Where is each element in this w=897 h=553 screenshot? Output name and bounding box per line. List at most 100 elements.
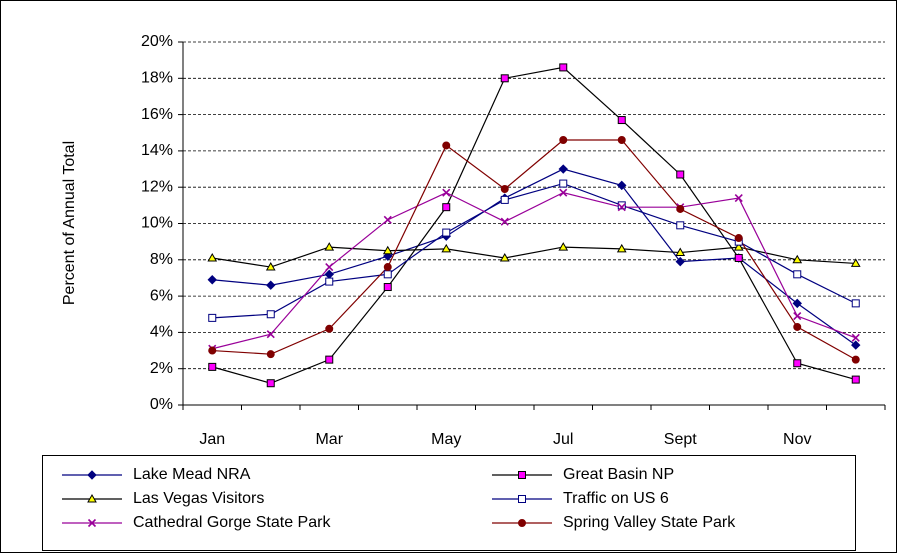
marker (442, 228, 451, 237)
y-tick-label: 12% (141, 178, 173, 195)
legend-label: Las Vegas Visitors (133, 490, 264, 507)
marker (734, 194, 743, 203)
marker (617, 116, 626, 125)
marker (617, 201, 626, 210)
marker (617, 180, 627, 191)
legend-label: Lake Mead NRA (133, 466, 251, 483)
marker (266, 330, 275, 339)
marker (442, 141, 451, 150)
y-tick-label: 20% (141, 33, 173, 50)
y-tick-label: 10% (141, 215, 173, 232)
marker (617, 203, 626, 212)
y-tick-label: 14% (141, 142, 173, 159)
marker (207, 275, 217, 285)
marker (442, 188, 451, 197)
marker (266, 350, 275, 359)
legend-label: Traffic on US 6 (563, 490, 669, 507)
legend-label: Great Basin NP (563, 466, 674, 483)
marker (383, 270, 392, 279)
y-tick-label: 4% (150, 324, 173, 341)
marker (265, 262, 276, 271)
marker (559, 188, 568, 197)
marker (733, 242, 744, 251)
marker (851, 355, 860, 364)
series-line (212, 246, 856, 268)
marker (325, 355, 334, 364)
marker (325, 262, 334, 272)
marker (87, 493, 97, 503)
marker (676, 221, 685, 230)
marker (442, 203, 451, 212)
legend-label: Spring Valley State Park (563, 514, 736, 531)
y-tick-label: 6% (150, 287, 173, 304)
marker (207, 252, 218, 262)
y-tick-label: 2% (150, 360, 173, 377)
marker (208, 362, 217, 371)
y-tick-label: 8% (150, 251, 173, 268)
marker (500, 185, 509, 194)
x-tick-label: May (431, 431, 461, 448)
marker (266, 280, 276, 290)
marker (325, 277, 334, 286)
marker (208, 346, 217, 355)
marker (383, 251, 393, 261)
marker (558, 242, 569, 251)
y-tick-label: 18% (141, 70, 173, 87)
marker (208, 313, 217, 322)
marker (559, 63, 568, 72)
legend-box (42, 455, 856, 551)
marker (559, 136, 568, 145)
marker (518, 495, 526, 503)
marker (617, 136, 626, 145)
x-tick-label: Nov (783, 431, 811, 448)
marker (793, 359, 802, 368)
x-tick-label: Jul (553, 431, 573, 448)
marker (616, 243, 627, 253)
y-axis-label: Percent of Annual Total (61, 141, 78, 305)
series-line (212, 168, 857, 346)
marker (499, 252, 510, 262)
legend-label: Cathedral Gorge State Park (133, 514, 331, 531)
series-line (212, 66, 856, 384)
series-line (212, 182, 857, 319)
marker (851, 333, 860, 342)
marker (793, 270, 802, 279)
y-tick-label: 0% (150, 396, 173, 413)
marker (793, 311, 802, 321)
marker (850, 258, 861, 267)
x-tick-label: Sept (664, 431, 697, 448)
y-tick-label: 16% (141, 106, 173, 123)
x-tick-label: Jan (199, 431, 225, 448)
marker (383, 215, 392, 224)
marker (675, 256, 685, 267)
marker (793, 322, 802, 331)
series-line (212, 191, 856, 350)
marker (383, 263, 392, 272)
marker (675, 247, 686, 257)
marker (266, 379, 275, 388)
x-tick-label: Mar (315, 431, 343, 448)
marker (500, 217, 509, 226)
marker (792, 254, 803, 264)
marker (792, 298, 802, 309)
series-line (212, 139, 857, 361)
marker (559, 179, 568, 188)
marker (676, 204, 685, 213)
marker (518, 471, 526, 479)
marker (324, 242, 335, 251)
marker (734, 253, 743, 262)
marker (266, 310, 275, 319)
marker (500, 74, 509, 83)
marker (851, 299, 860, 308)
marker (325, 324, 334, 333)
marker (87, 518, 97, 528)
marker (851, 340, 861, 350)
marker (382, 245, 393, 255)
marker (734, 234, 743, 243)
marker (558, 164, 568, 174)
marker (441, 243, 452, 253)
marker (500, 195, 509, 204)
marker (87, 470, 97, 480)
marker (383, 283, 392, 292)
